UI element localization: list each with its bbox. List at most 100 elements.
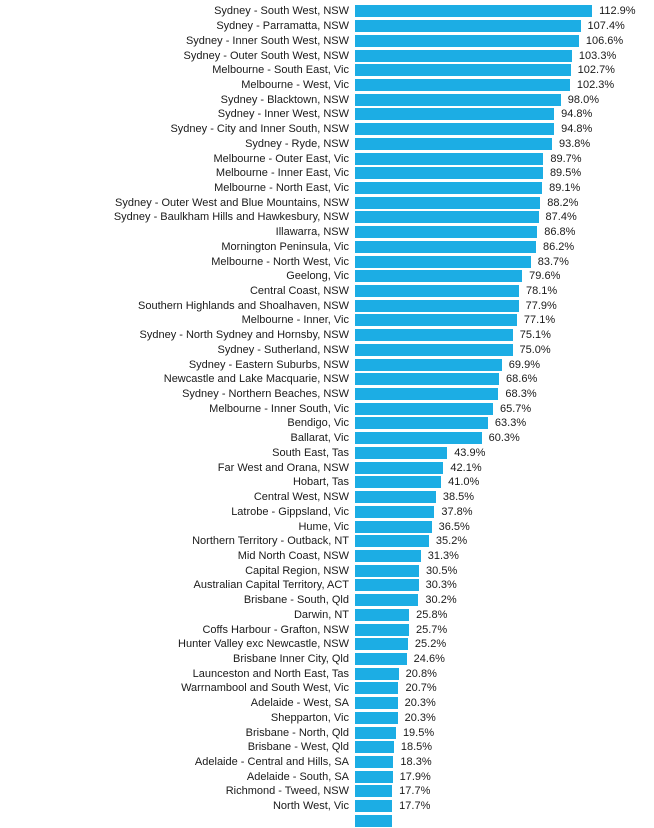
bar-area: 31.3% — [355, 549, 654, 564]
value-label: 17.7% — [399, 785, 431, 798]
value-label: 87.4% — [545, 211, 577, 224]
category-label: Sydney - Ryde, NSW — [245, 137, 349, 150]
value-label: 41.0% — [448, 476, 480, 489]
value-label: 102.7% — [577, 64, 615, 77]
bar-area: 89.1% — [355, 181, 654, 196]
chart-row: Darwin, NT 25.8% — [0, 607, 654, 622]
value-label: 75.0% — [519, 343, 551, 356]
bar — [355, 34, 579, 47]
chart-row: Melbourne - South East, Vic 102.7% — [0, 63, 654, 78]
category-label: North West, Vic — [272, 800, 349, 813]
bar-area: 37.8% — [355, 504, 654, 519]
chart-row: Newcastle and Lake Macquarie, NSW 68.6% — [0, 372, 654, 387]
chart-row: Sydney - Inner West, NSW 94.8% — [0, 107, 654, 122]
value-label: 98.0% — [567, 93, 599, 106]
bar-area: 30.3% — [355, 578, 654, 593]
bar — [355, 196, 541, 209]
bar-area: 107.4% — [355, 19, 654, 34]
chart-row: Brisbane - North, Qld 19.5% — [0, 725, 654, 740]
chart-row: Coffs Harbour - Grafton, NSW 25.7% — [0, 622, 654, 637]
bar — [355, 564, 420, 577]
value-label: 63.3% — [494, 417, 527, 430]
chart-row: Hobart, Tas 41.0% — [0, 475, 654, 490]
category-label: Sydney - North Sydney and Hornsby, NSW — [139, 329, 350, 342]
bar — [355, 652, 407, 665]
chart-row: Far West and Orana, NSW 42.1% — [0, 460, 654, 475]
chart-row: Geelong, Vic 79.6% — [0, 269, 654, 284]
chart-row: Sydney - Northern Beaches, NSW 68.3% — [0, 387, 654, 402]
chart-row: Capital Region, NSW 30.5% — [0, 563, 654, 578]
bar-area: 75.1% — [355, 328, 654, 343]
bar-area: 86.2% — [355, 240, 654, 255]
value-label: 112.9% — [599, 5, 636, 18]
value-label: 30.5% — [426, 564, 458, 577]
bar — [355, 388, 499, 401]
bar-area: 103.3% — [355, 48, 654, 63]
bar-area: 18.5% — [355, 740, 654, 755]
category-label: Launceston and North East, Tas — [192, 667, 349, 680]
category-label: Melbourne - Inner South, Vic — [209, 402, 349, 415]
bar — [355, 800, 393, 813]
value-label: 20.8% — [405, 667, 437, 680]
bar — [355, 741, 394, 754]
chart-row: Hunter Valley exc Newcastle, NSW 25.2% — [0, 637, 654, 652]
bar-area: 89.5% — [355, 166, 654, 181]
bar-area: 18.3% — [355, 755, 654, 770]
chart-row: Sydney - Baulkham Hills and Hawkesbury, … — [0, 210, 654, 225]
value-label: 86.8% — [544, 226, 576, 239]
bar-area: 79.6% — [355, 269, 654, 284]
category-label: Melbourne - North East, Vic — [214, 181, 349, 194]
value-label: 19.5% — [402, 726, 435, 739]
value-label: 102.3% — [576, 78, 615, 91]
bar-area: 63.3% — [355, 416, 654, 431]
bar-area: 87.4% — [355, 210, 654, 225]
value-label: 83.7% — [537, 255, 569, 268]
bar — [355, 123, 555, 136]
chart-row: Northern Territory - Outback, NT 35.2% — [0, 534, 654, 549]
bar — [355, 211, 539, 224]
bar-area: 43.9% — [355, 446, 654, 461]
value-label: 103.3% — [578, 49, 617, 62]
value-label: 75.1% — [519, 329, 551, 342]
category-label: Sydney - Blacktown, NSW — [220, 93, 349, 106]
category-label: Mid North Coast, NSW — [237, 549, 349, 562]
value-label: 89.1% — [549, 181, 581, 194]
bar-area: 69.9% — [355, 357, 654, 372]
bar — [355, 623, 409, 636]
bar-area: 88.2% — [355, 195, 654, 210]
value-label: 93.8% — [558, 137, 591, 150]
bar — [355, 137, 552, 150]
bar — [355, 682, 399, 695]
value-label: 20.3% — [404, 697, 436, 710]
category-label: Hume, Vic — [298, 520, 349, 533]
chart-row: Melbourne - Inner East, Vic 89.5% — [0, 166, 654, 181]
chart-row: Southern Highlands and Shoalhaven, NSW 7… — [0, 298, 654, 313]
bar — [355, 49, 572, 62]
category-label: Sydney - Northern Beaches, NSW — [182, 388, 349, 401]
bar-area: 30.2% — [355, 593, 654, 608]
value-label: 106.6% — [585, 34, 624, 47]
bar — [355, 756, 394, 769]
chart-row: Adelaide - South, SA 17.9% — [0, 769, 654, 784]
bar-area: 38.5% — [355, 490, 654, 505]
chart-row: Sydney - Outer West and Blue Mountains, … — [0, 195, 654, 210]
value-label: 77.9% — [525, 299, 557, 312]
bar-area: 93.8% — [355, 136, 654, 151]
bar — [355, 402, 493, 415]
chart-row: Latrobe - Gippsland, Vic 37.8% — [0, 504, 654, 519]
bar — [355, 446, 448, 459]
category-label: Adelaide - Central and Hills, SA — [194, 756, 349, 769]
category-label: Shepparton, Vic — [270, 711, 349, 724]
category-label: Brisbane - South, Qld — [243, 594, 349, 607]
category-label: Coffs Harbour - Grafton, NSW — [202, 623, 349, 636]
value-label: 18.5% — [400, 741, 433, 754]
bar — [355, 520, 432, 533]
bar-area: 77.9% — [355, 298, 654, 313]
value-label: 94.8% — [561, 123, 593, 136]
category-label: Sydney - Baulkham Hills and Hawkesbury, … — [113, 211, 349, 224]
category-label: Brisbane - West, Qld — [247, 741, 349, 754]
bar-area: 77.1% — [355, 313, 654, 328]
bar-area: 17.9% — [355, 769, 654, 784]
category-label: Central Coast, NSW — [249, 285, 349, 298]
value-label: 69.9% — [508, 358, 540, 371]
